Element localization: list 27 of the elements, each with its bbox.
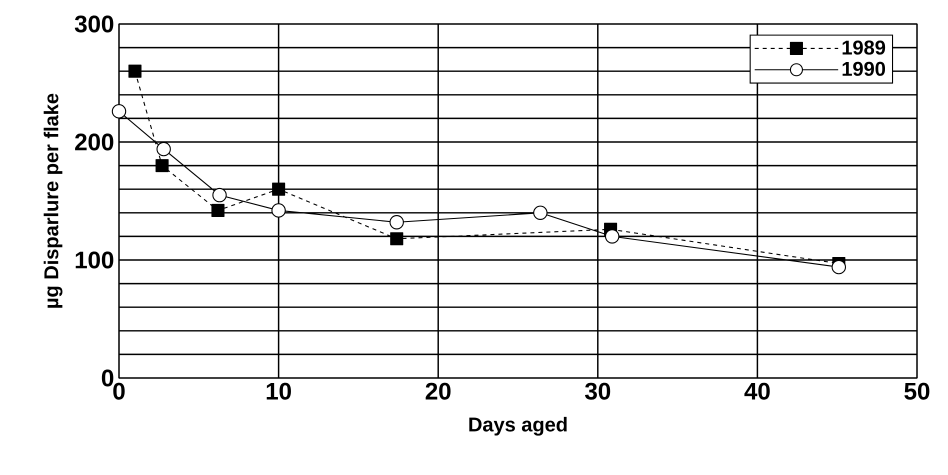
x-tick-label: 40 xyxy=(744,382,770,400)
y-tick-label: 100 xyxy=(76,251,114,268)
point xyxy=(272,182,286,196)
point xyxy=(390,232,404,246)
x-tick-label: 10 xyxy=(266,382,291,400)
y-tick-label: 200 xyxy=(75,133,114,150)
legend-label: 1989 xyxy=(842,40,886,55)
point xyxy=(832,260,846,274)
point xyxy=(156,142,171,156)
legend-label: 1990 xyxy=(842,62,886,76)
point xyxy=(390,215,404,230)
y-axis-title: µg Disparlure per flake xyxy=(44,94,62,308)
point xyxy=(533,206,548,220)
point xyxy=(271,203,286,218)
x-tick-label: 20 xyxy=(426,382,451,400)
point xyxy=(128,64,142,78)
x-axis-title: Days aged xyxy=(469,416,567,436)
y-tick-label: 0 xyxy=(102,369,114,386)
y-tick-label: 300 xyxy=(74,15,114,33)
point xyxy=(604,229,620,244)
point xyxy=(156,159,169,172)
x-tick-label: 50 xyxy=(904,382,930,400)
point xyxy=(112,104,126,119)
point xyxy=(211,204,224,217)
point xyxy=(212,188,227,202)
x-tick-label: 0 xyxy=(113,382,125,400)
x-tick-label: 30 xyxy=(585,382,610,400)
